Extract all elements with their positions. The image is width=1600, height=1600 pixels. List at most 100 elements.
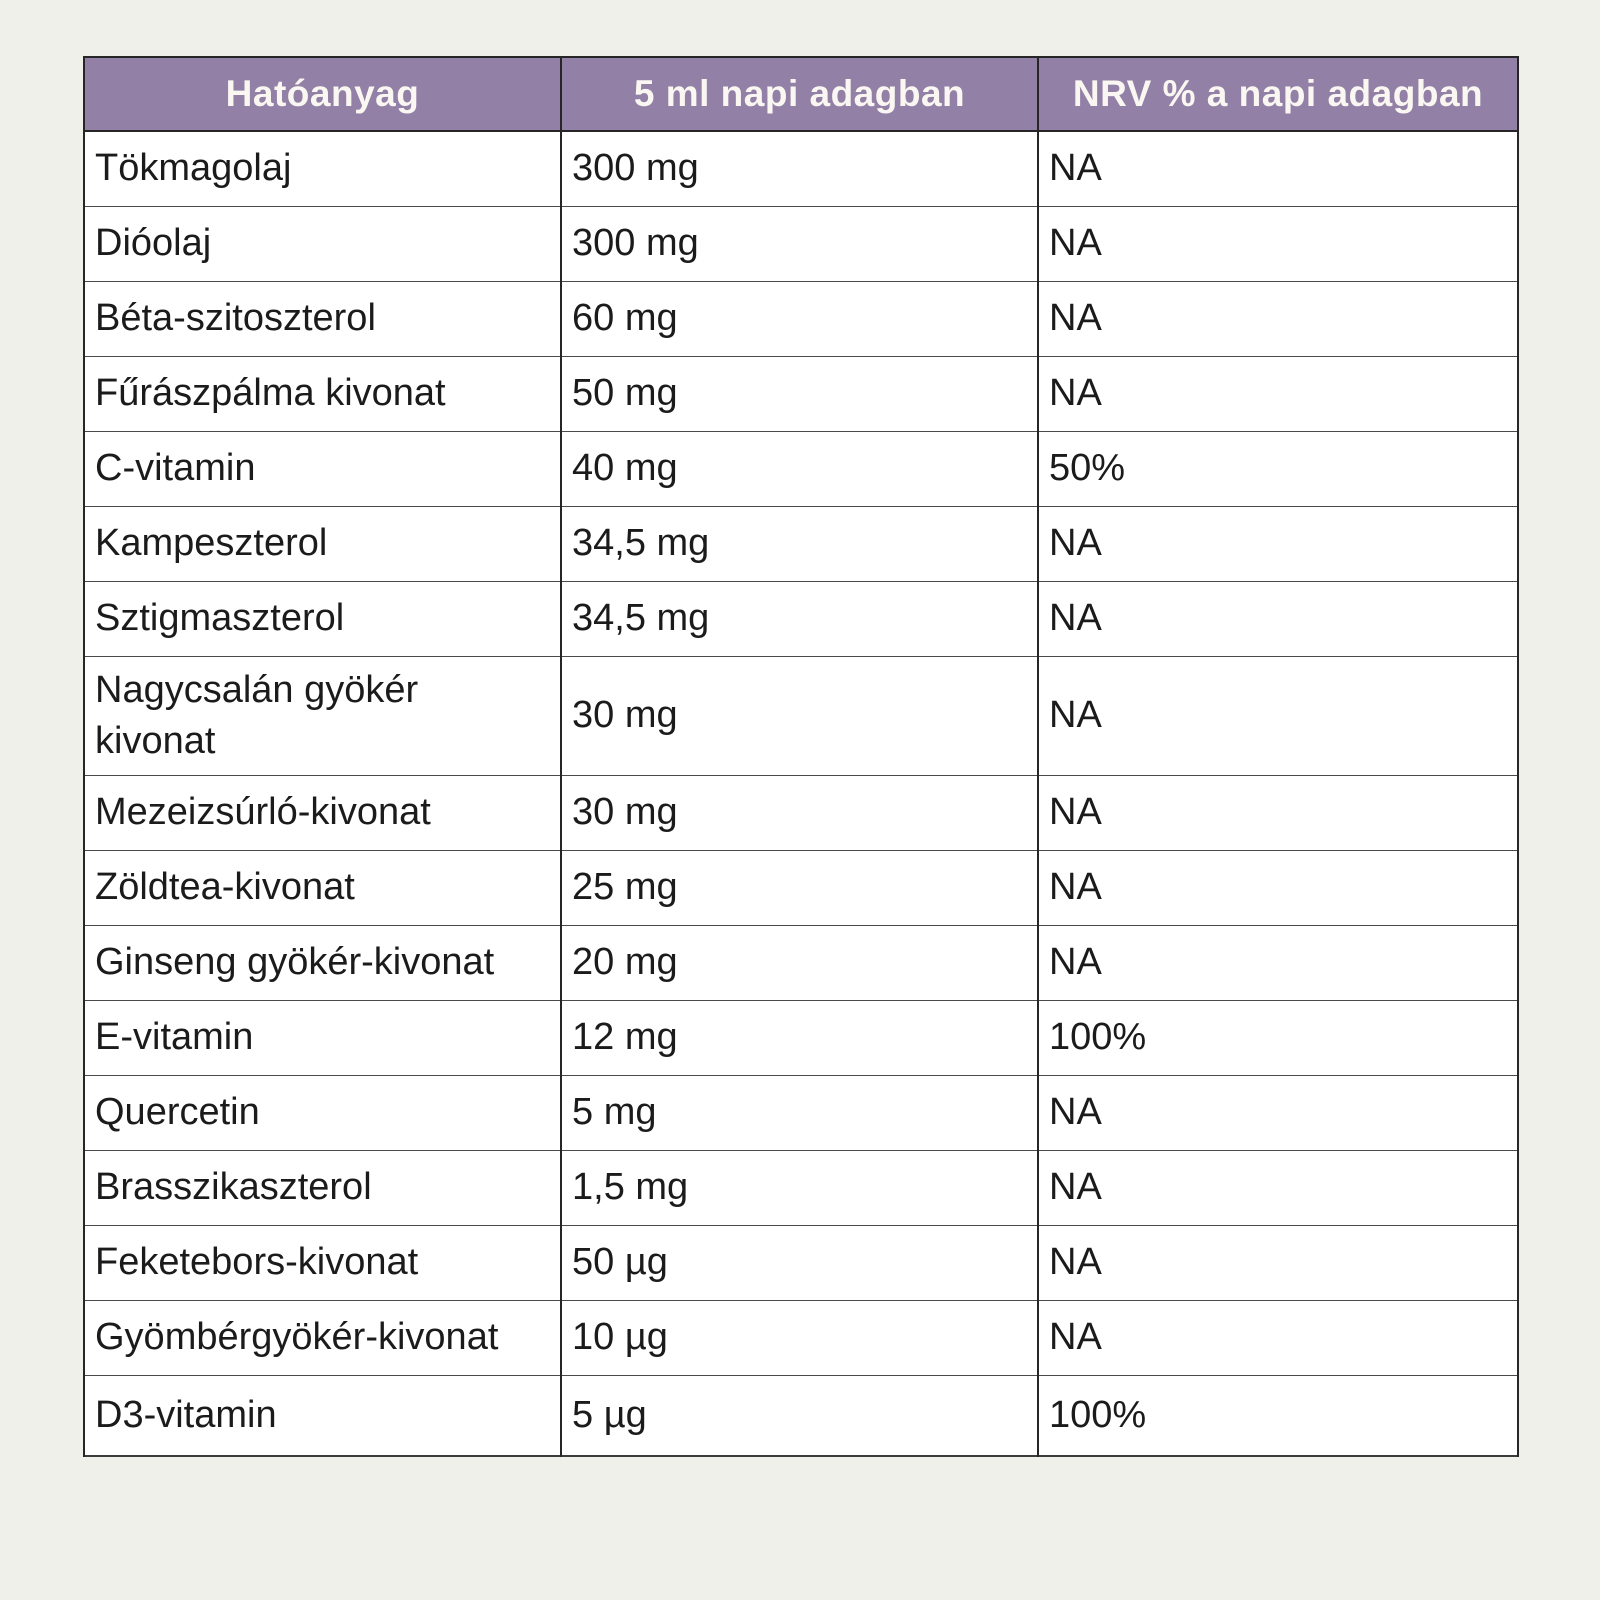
amount-cell: 30 mg	[560, 655, 1039, 777]
ingredient-name: C-vitamin	[95, 446, 256, 489]
amount-cell: 12 mg	[560, 1000, 1039, 1077]
ingredient-name: Brasszikaszterol	[95, 1166, 372, 1209]
table-row: Tökmagolaj 300 mg NA	[83, 130, 1519, 207]
nrv-value: NA	[1049, 1166, 1102, 1209]
ingredient-name: Béta-szitoszterol	[95, 296, 376, 339]
nrv-cell: NA	[1037, 655, 1519, 777]
nrv-value: NA	[1049, 694, 1102, 737]
ingredient-name: Dióolaj	[95, 221, 212, 264]
amount-value: 34,5 mg	[572, 596, 710, 639]
ingredient-name: Tökmagolaj	[95, 147, 292, 190]
table-row: Kampeszterol 34,5 mg NA	[83, 505, 1519, 582]
ingredient-name-cell: D3-vitamin	[83, 1375, 562, 1457]
amount-value: 34,5 mg	[572, 521, 710, 564]
table-row: Brasszikaszterol 1,5 mg NA	[83, 1150, 1519, 1227]
nrv-cell: 100%	[1037, 1000, 1519, 1077]
ingredient-name-cell: Feketebors-kivonat	[83, 1225, 562, 1302]
amount-value: 1,5 mg	[572, 1166, 689, 1209]
nrv-value: NA	[1049, 791, 1102, 834]
nrv-cell: NA	[1037, 355, 1519, 432]
header-cell-ingredient: Hatóanyag	[83, 56, 562, 132]
nrv-cell: NA	[1037, 1225, 1519, 1302]
nrv-value: NA	[1049, 866, 1102, 909]
table-row: D3-vitamin 5 µg 100%	[83, 1375, 1519, 1457]
table-row: Dióolaj 300 mg NA	[83, 205, 1519, 282]
nrv-value: 50%	[1049, 446, 1126, 489]
ingredient-name-cell: Tökmagolaj	[83, 130, 562, 207]
ingredient-name-cell: Kampeszterol	[83, 505, 562, 582]
ingredient-name-cell: C-vitamin	[83, 430, 562, 507]
table-row: Zöldtea-kivonat 25 mg NA	[83, 850, 1519, 927]
nrv-cell: NA	[1037, 775, 1519, 852]
amount-cell: 300 mg	[560, 205, 1039, 282]
ingredient-name-cell: Ginseng gyökér-kivonat	[83, 925, 562, 1002]
nrv-cell: NA	[1037, 130, 1519, 207]
nrv-value: 100%	[1049, 1016, 1147, 1059]
amount-value: 60 mg	[572, 296, 678, 339]
amount-value: 10 µg	[572, 1316, 668, 1359]
ingredient-name: Mezeizsúrló-kivonat	[95, 791, 431, 834]
amount-cell: 50 µg	[560, 1225, 1039, 1302]
table-row: Nagycsalán gyökér kivonat 30 mg NA	[83, 655, 1519, 777]
ingredient-name: Nagycsalán gyökér kivonat	[95, 668, 419, 762]
nrv-value: NA	[1049, 147, 1102, 190]
table-row: E-vitamin 12 mg 100%	[83, 1000, 1519, 1077]
ingredient-name-cell: Sztigmaszterol	[83, 580, 562, 657]
ingredient-name-cell: E-vitamin	[83, 1000, 562, 1077]
table-body: Tökmagolaj 300 mg NA Dióolaj 300 mg NA B…	[83, 130, 1519, 1457]
header-cell-daily-dose: 5 ml napi adagban	[560, 56, 1039, 132]
nrv-cell: NA	[1037, 1150, 1519, 1227]
amount-cell: 5 µg	[560, 1375, 1039, 1457]
amount-value: 5 µg	[572, 1393, 647, 1436]
ingredient-name: D3-vitamin	[95, 1393, 277, 1436]
ingredient-name-cell: Béta-szitoszterol	[83, 280, 562, 357]
nrv-value: NA	[1049, 1241, 1102, 1284]
amount-value: 25 mg	[572, 866, 678, 909]
amount-value: 50 mg	[572, 371, 678, 414]
nrv-value: NA	[1049, 296, 1102, 339]
ingredient-name-cell: Gyömbérgyökér-kivonat	[83, 1300, 562, 1377]
ingredient-name-cell: Dióolaj	[83, 205, 562, 282]
ingredient-name-cell: Mezeizsúrló-kivonat	[83, 775, 562, 852]
header-cell-nrv-percent: NRV % a napi adagban	[1037, 56, 1519, 132]
amount-cell: 40 mg	[560, 430, 1039, 507]
ingredient-name: Sztigmaszterol	[95, 596, 345, 639]
ingredient-name: Feketebors-kivonat	[95, 1241, 419, 1284]
table-row: C-vitamin 40 mg 50%	[83, 430, 1519, 507]
amount-cell: 34,5 mg	[560, 505, 1039, 582]
table-row: Feketebors-kivonat 50 µg NA	[83, 1225, 1519, 1302]
amount-cell: 10 µg	[560, 1300, 1039, 1377]
supplement-facts-table: Hatóanyag 5 ml napi adagban NRV % a napi…	[83, 56, 1519, 1457]
amount-value: 20 mg	[572, 941, 678, 984]
amount-cell: 20 mg	[560, 925, 1039, 1002]
ingredient-name: Ginseng gyökér-kivonat	[95, 941, 495, 984]
nrv-value: NA	[1049, 941, 1102, 984]
nrv-value: NA	[1049, 1091, 1102, 1134]
nrv-value: NA	[1049, 521, 1102, 564]
nrv-cell: NA	[1037, 850, 1519, 927]
table-header-row: Hatóanyag 5 ml napi adagban NRV % a napi…	[83, 56, 1519, 132]
ingredient-name: Zöldtea-kivonat	[95, 866, 355, 909]
table-row: Mezeizsúrló-kivonat 30 mg NA	[83, 775, 1519, 852]
nrv-cell: 50%	[1037, 430, 1519, 507]
ingredient-name-cell: Zöldtea-kivonat	[83, 850, 562, 927]
table-row: Quercetin 5 mg NA	[83, 1075, 1519, 1152]
nrv-cell: NA	[1037, 280, 1519, 357]
nrv-value: NA	[1049, 1316, 1102, 1359]
amount-value: 30 mg	[572, 694, 678, 737]
amount-cell: 1,5 mg	[560, 1150, 1039, 1227]
amount-value: 50 µg	[572, 1241, 668, 1284]
nrv-value: NA	[1049, 221, 1102, 264]
table-row: Béta-szitoszterol 60 mg NA	[83, 280, 1519, 357]
nrv-cell: NA	[1037, 505, 1519, 582]
amount-cell: 25 mg	[560, 850, 1039, 927]
ingredient-name-cell: Nagycsalán gyökér kivonat	[83, 655, 562, 777]
table-row: Ginseng gyökér-kivonat 20 mg NA	[83, 925, 1519, 1002]
ingredient-name: Gyömbérgyökér-kivonat	[95, 1316, 499, 1359]
amount-value: 5 mg	[572, 1091, 657, 1134]
table-row: Sztigmaszterol 34,5 mg NA	[83, 580, 1519, 657]
amount-cell: 5 mg	[560, 1075, 1039, 1152]
nrv-value: NA	[1049, 596, 1102, 639]
ingredient-name-cell: Brasszikaszterol	[83, 1150, 562, 1227]
amount-value: 30 mg	[572, 791, 678, 834]
